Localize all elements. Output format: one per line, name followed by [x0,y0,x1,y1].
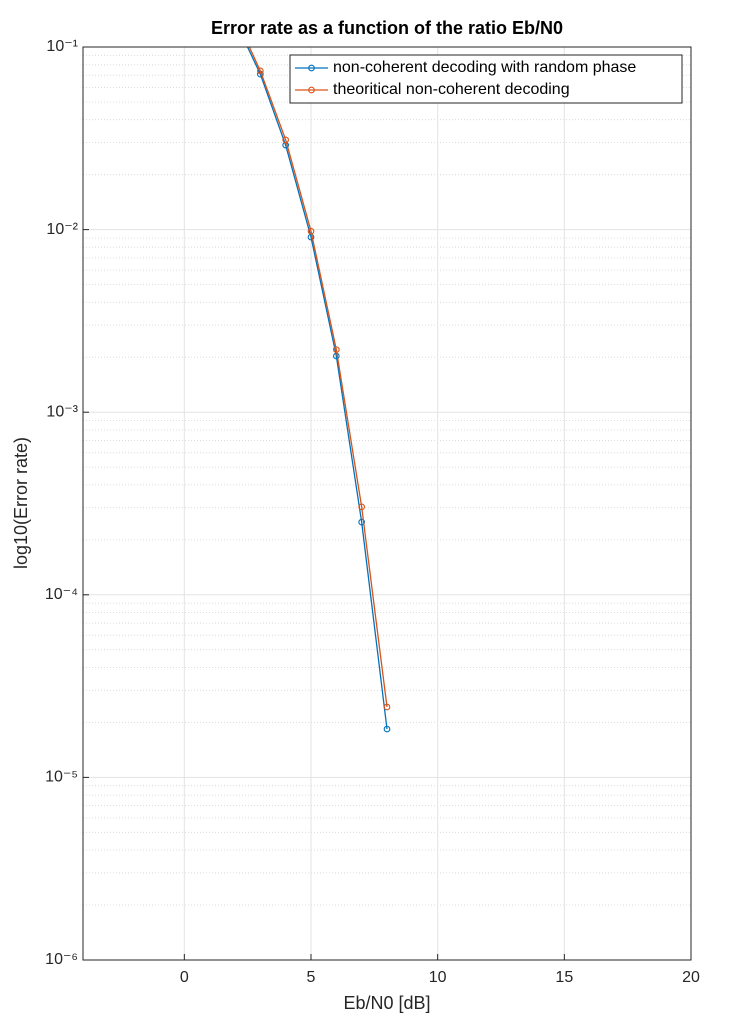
y-tick-label: 10⁻³ [46,403,78,420]
x-axis-label: Eb/N0 [dB] [343,993,430,1013]
x-tick-label: 5 [307,969,316,986]
data-point [383,725,391,733]
x-tick-label: 20 [682,969,700,986]
data-point [307,227,315,235]
x-tick-label: 15 [555,969,573,986]
data-point [383,703,391,711]
legend-label: non-coherent decoding with random phase [333,59,636,76]
series-line [248,47,388,708]
plot-area [83,47,691,960]
data-point [256,67,264,75]
y-tick-label: 10⁻² [46,221,78,238]
chart-title: Error rate as a function of the ratio Eb… [211,18,563,38]
legend-marker [308,86,315,94]
data-point [282,136,290,144]
legend-box [289,54,683,104]
data-point [332,346,340,354]
legend-label: theoritical non-coherent decoding [333,81,570,98]
y-tick-label: 10⁻⁴ [45,586,78,603]
data-point [358,518,366,526]
x-tick-label: 0 [180,969,189,986]
y-tick-label: 10⁻⁶ [45,951,78,968]
y-tick-label: 10⁻⁵ [45,769,78,786]
legend-marker [308,64,315,72]
x-tick-label: 10 [429,969,447,986]
y-axis-label: log10(Error rate) [11,437,31,569]
data-point [358,503,366,511]
y-tick-label: 10⁻¹ [46,38,78,55]
plot-frame [82,46,692,961]
